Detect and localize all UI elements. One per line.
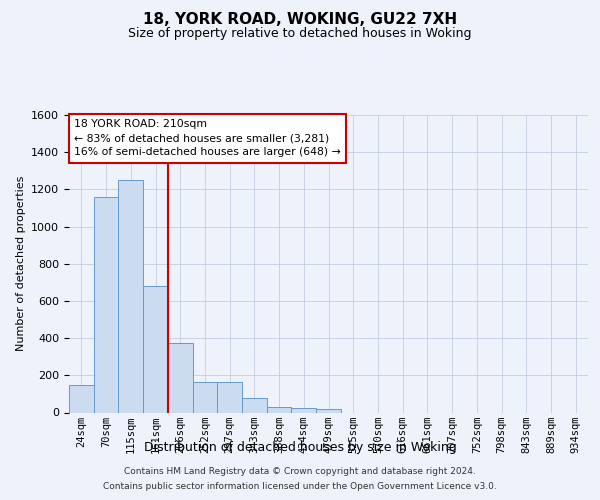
Bar bbox=[143, 286, 168, 412]
Bar bbox=[242, 398, 267, 412]
Bar bbox=[69, 384, 94, 412]
Text: Distribution of detached houses by size in Woking: Distribution of detached houses by size … bbox=[143, 441, 457, 454]
Bar bbox=[267, 407, 292, 412]
Bar bbox=[217, 382, 242, 412]
Bar bbox=[292, 408, 316, 412]
Bar bbox=[168, 343, 193, 412]
Bar bbox=[193, 382, 217, 412]
Bar bbox=[316, 409, 341, 412]
Text: Contains HM Land Registry data © Crown copyright and database right 2024.: Contains HM Land Registry data © Crown c… bbox=[124, 467, 476, 476]
Bar bbox=[118, 180, 143, 412]
Y-axis label: Number of detached properties: Number of detached properties bbox=[16, 176, 26, 352]
Text: 18, YORK ROAD, WOKING, GU22 7XH: 18, YORK ROAD, WOKING, GU22 7XH bbox=[143, 12, 457, 28]
Text: Size of property relative to detached houses in Woking: Size of property relative to detached ho… bbox=[128, 28, 472, 40]
Text: Contains public sector information licensed under the Open Government Licence v3: Contains public sector information licen… bbox=[103, 482, 497, 491]
Text: 18 YORK ROAD: 210sqm
← 83% of detached houses are smaller (3,281)
16% of semi-de: 18 YORK ROAD: 210sqm ← 83% of detached h… bbox=[74, 120, 341, 158]
Bar bbox=[94, 197, 118, 412]
